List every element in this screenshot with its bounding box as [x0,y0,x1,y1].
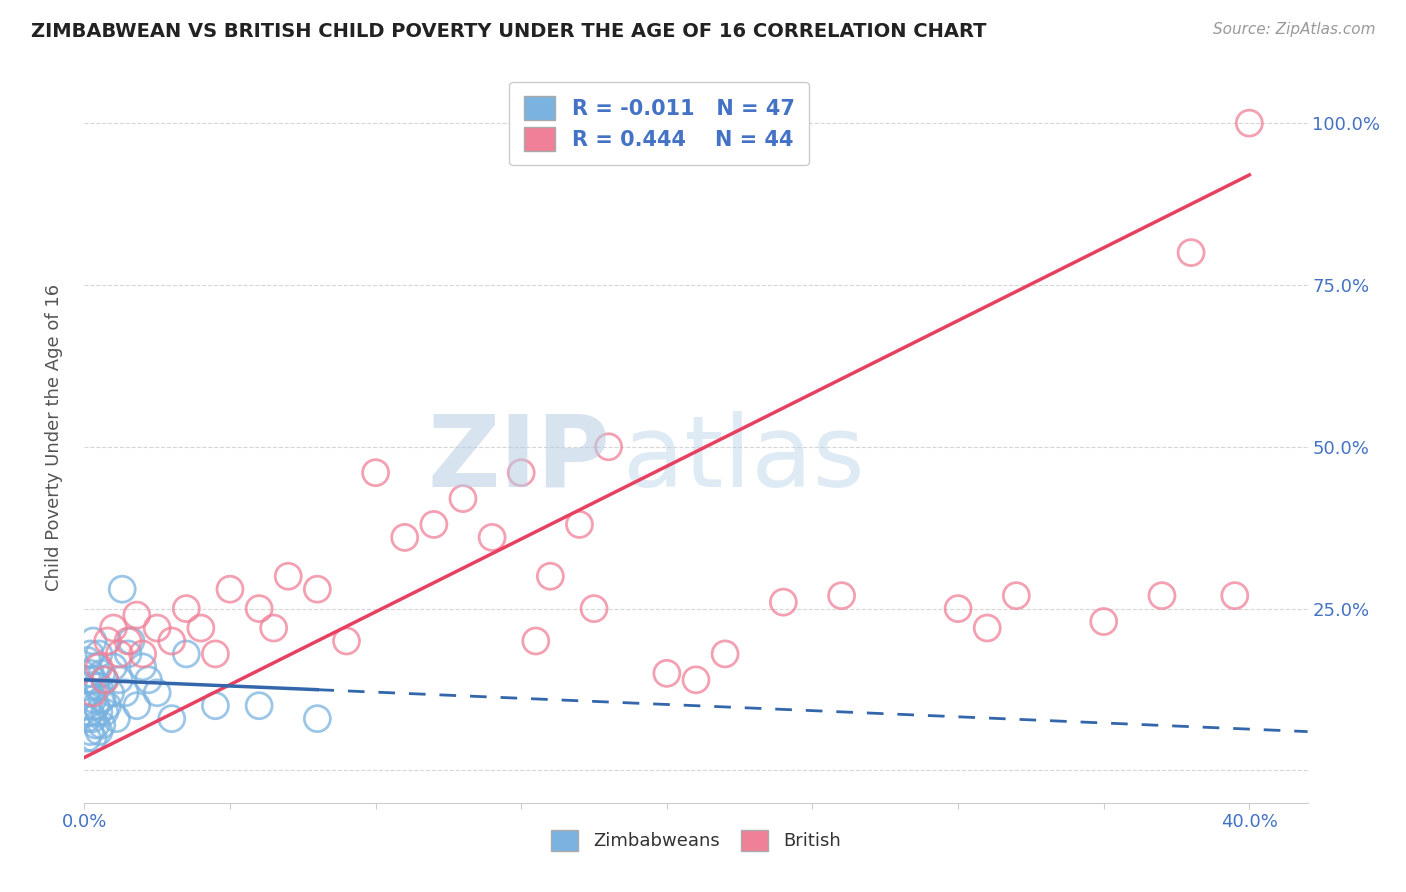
Point [714,647,737,661]
Point [160,712,183,726]
Point [146,686,169,700]
Point [108,647,131,661]
Point [108,673,131,687]
Point [82,673,104,687]
Point [79,666,101,681]
Point [538,569,561,583]
Point [568,517,591,532]
Point [946,601,969,615]
Point [772,595,794,609]
Point [84,679,107,693]
Point [364,466,387,480]
Point [120,634,142,648]
Point [82,712,104,726]
Text: ZIMBABWEAN VS BRITISH CHILD POVERTY UNDER THE AGE OF 16 CORRELATION CHART: ZIMBABWEAN VS BRITISH CHILD POVERTY UNDE… [31,22,987,41]
Point [1180,245,1202,260]
Point [76,731,98,745]
Point [307,582,329,597]
Point [90,718,112,732]
Point [79,705,101,719]
Point [1005,589,1028,603]
Point [598,440,620,454]
Point [100,686,122,700]
Point [79,647,101,661]
Point [1092,615,1115,629]
Point [174,601,197,615]
Text: atlas: atlas [623,410,865,508]
Point [76,653,98,667]
Point [93,705,115,719]
Y-axis label: Child Poverty Under the Age of 16: Child Poverty Under the Age of 16 [45,284,63,591]
Point [87,679,110,693]
Point [82,686,104,700]
Point [307,712,329,726]
Point [451,491,474,506]
Point [125,698,148,713]
Point [1239,116,1261,130]
Point [117,634,139,648]
Point [160,634,183,648]
Point [84,660,107,674]
Point [82,692,104,706]
Point [190,621,212,635]
Point [423,517,446,532]
Point [125,608,148,623]
Point [335,634,357,648]
Point [277,569,299,583]
Point [583,601,606,615]
Point [481,530,503,544]
Point [93,673,115,687]
Point [79,724,101,739]
Point [204,647,226,661]
Point [131,647,153,661]
Point [76,686,98,700]
Point [131,660,153,674]
Point [394,530,416,544]
Point [111,582,134,597]
Text: Source: ZipAtlas.com: Source: ZipAtlas.com [1212,22,1375,37]
Point [87,724,110,739]
Point [146,621,169,635]
Point [87,660,110,674]
Text: ZIP: ZIP [427,410,610,508]
Point [79,686,101,700]
Point [1223,589,1246,603]
Point [655,666,678,681]
Point [87,705,110,719]
Point [93,673,115,687]
Point [831,589,853,603]
Point [247,698,270,713]
Point [84,698,107,713]
Point [90,666,112,681]
Point [87,647,110,661]
Point [76,673,98,687]
Point [105,712,128,726]
Point [204,698,226,713]
Point [82,731,104,745]
Point [103,621,125,635]
Point [97,698,120,713]
Point [103,660,125,674]
Point [685,673,707,687]
Point [510,466,533,480]
Point [247,601,270,615]
Point [76,712,98,726]
Point [263,621,285,635]
Point [138,673,160,687]
Point [97,634,120,648]
Point [76,698,98,713]
Point [524,634,547,648]
Point [90,692,112,706]
Point [976,621,998,635]
Legend: Zimbabweans, British: Zimbabweans, British [543,821,849,860]
Point [114,686,136,700]
Point [117,647,139,661]
Point [174,647,197,661]
Point [84,718,107,732]
Point [82,634,104,648]
Point [219,582,242,597]
Point [1150,589,1173,603]
